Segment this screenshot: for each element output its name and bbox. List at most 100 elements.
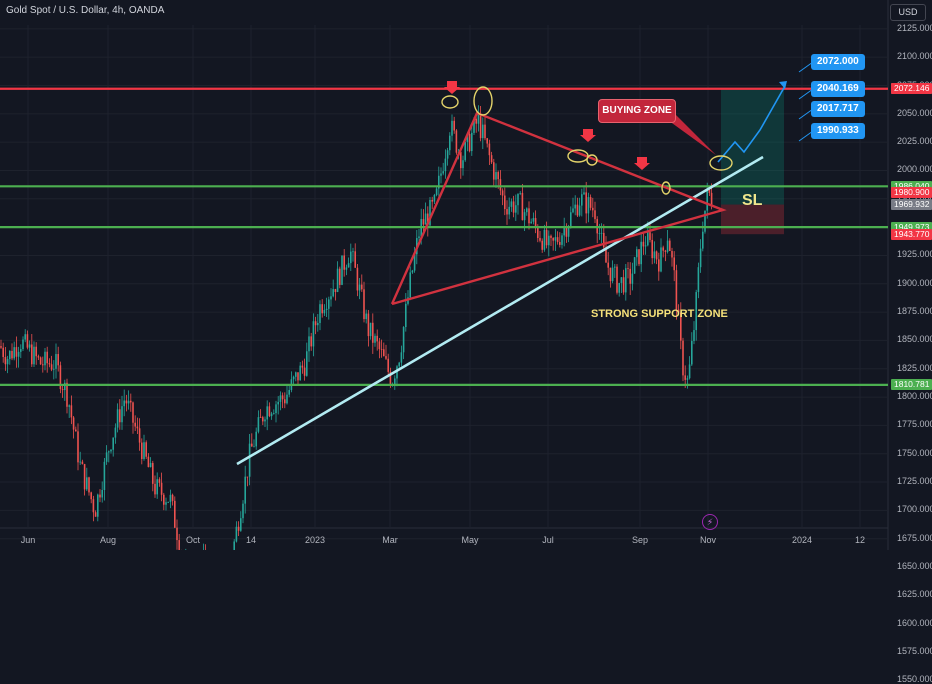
candle-body (565, 227, 568, 237)
candle-body (154, 483, 156, 495)
candle-body (653, 251, 656, 259)
candle-body (352, 251, 354, 253)
candle-body (125, 400, 128, 404)
candle-body (334, 289, 337, 292)
candle-body (638, 249, 640, 265)
candle-body (471, 132, 473, 152)
candle-body (684, 375, 686, 380)
candle-body (81, 461, 84, 465)
time-tick-label: Jun (20, 535, 36, 545)
candle-body (493, 162, 495, 180)
price-badge: 2072.146 (891, 83, 932, 95)
price-tick-label: 1800.000 (897, 391, 932, 402)
down-arrow-icon (580, 129, 596, 142)
price-tick-label: 1675.000 (897, 532, 932, 543)
candle-body (664, 250, 667, 252)
candle-body (321, 304, 323, 314)
candle-body (611, 267, 614, 282)
candle-body (658, 259, 660, 272)
candle-body (411, 270, 414, 273)
candle-body (61, 389, 64, 391)
candle-body (486, 138, 488, 144)
candle-body (163, 494, 165, 505)
candle-body (497, 172, 499, 180)
candle-body (554, 237, 557, 241)
callout-connector (798, 130, 814, 142)
candle-body (116, 409, 119, 428)
candle-body (706, 189, 708, 211)
candle-body (422, 219, 425, 225)
candle-body (466, 133, 469, 142)
price-tick-label: 1700.000 (897, 504, 932, 515)
candle-body (605, 247, 607, 263)
currency-button[interactable]: USD (890, 4, 926, 21)
candle-body (330, 296, 332, 300)
chart-title: Gold Spot / U.S. Dollar, 4h, OANDA (6, 5, 165, 16)
candle-body (90, 492, 92, 500)
candle-body (620, 277, 623, 283)
candle-body (35, 346, 37, 357)
candle-body (253, 446, 255, 448)
candle-body (341, 255, 343, 285)
buying-zone-pointer (665, 113, 716, 155)
candle-body (548, 235, 550, 246)
candle-body (83, 464, 86, 490)
candle-body (550, 235, 552, 238)
target-callout-3: 2017.717 (811, 101, 865, 117)
candle-body (695, 292, 697, 331)
callout-connector (798, 108, 814, 120)
price-chart[interactable] (0, 0, 932, 550)
candle-body (691, 340, 693, 365)
candle-body (702, 231, 704, 249)
candle-body (418, 236, 420, 239)
candle-body (662, 247, 664, 251)
candle-body (13, 347, 15, 359)
candle-body (682, 340, 684, 376)
candle-body (576, 204, 579, 216)
price-tick-label: 1850.000 (897, 334, 932, 345)
candle-body (145, 442, 147, 457)
candle-body (339, 268, 341, 285)
price-tick-label: 1550.000 (897, 674, 932, 684)
price-tick-label: 1750.000 (897, 447, 932, 458)
candle-body (55, 354, 57, 369)
candle-body (86, 477, 88, 490)
candle-body (519, 192, 521, 194)
candle-body (332, 289, 334, 297)
candle-body (622, 277, 625, 293)
candle-body (319, 304, 321, 323)
price-tick-label: 1875.000 (897, 306, 932, 317)
candle-body (119, 409, 121, 423)
candle-body (585, 192, 587, 214)
candle-body (358, 284, 361, 291)
candle-body (506, 209, 508, 215)
candle-body (134, 422, 136, 427)
triangle-pattern (390, 111, 727, 306)
candle-body (693, 330, 695, 341)
candle-body (48, 363, 51, 365)
candle-body (526, 208, 528, 213)
candle-body (598, 233, 601, 234)
candle-body (633, 257, 636, 274)
candle-body (94, 512, 97, 517)
candle-body (455, 130, 458, 153)
price-badge: 1986.040 (891, 180, 932, 192)
candle-body (248, 443, 251, 477)
price-badge: 1949.973 (891, 221, 932, 233)
candle-body (523, 212, 526, 221)
candle-body (669, 240, 671, 251)
lightning-icon[interactable]: ⚡ (702, 514, 718, 530)
target-callout-2: 2040.169 (811, 81, 865, 97)
time-tick-label: Aug (99, 535, 117, 545)
candle-body (537, 226, 539, 238)
loss-zone (721, 204, 784, 235)
candle-body (233, 541, 235, 550)
candle-body (242, 503, 244, 519)
candle-body (310, 336, 312, 347)
candle-body (453, 120, 455, 131)
candle-body (354, 251, 356, 268)
candle-body (11, 350, 13, 359)
candle-body (708, 189, 711, 193)
price-tick-label: 1575.000 (897, 646, 932, 656)
time-tick-label: Jul (542, 535, 554, 545)
